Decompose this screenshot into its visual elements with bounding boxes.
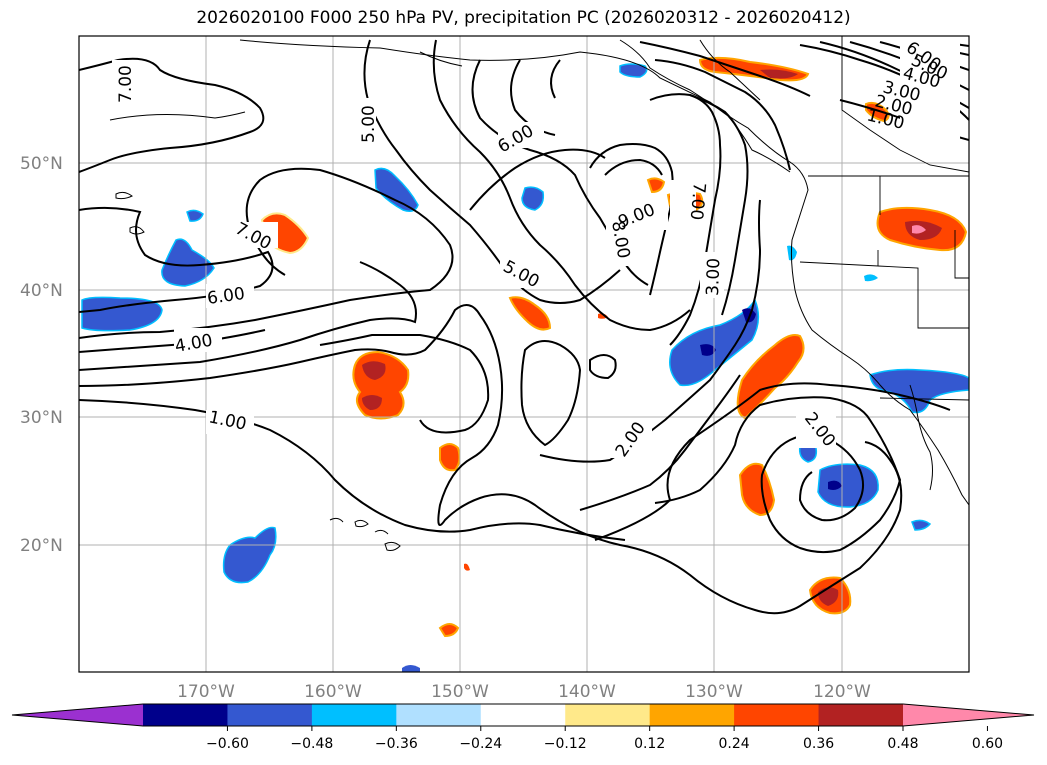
colorbar-segment — [649, 704, 735, 726]
colorbar-tick-label: 0.24 — [719, 736, 750, 752]
colorbar-segment — [143, 704, 228, 726]
precip-positive-area — [646, 177, 666, 194]
colorbar-segment — [311, 704, 397, 726]
precip-positive-area — [439, 443, 461, 472]
colorbar-extension-max — [903, 704, 1034, 726]
colorbar: −0.60 −0.48 −0.36 −0.24 −0.12 0.12 0.24 0.36 0.4… — [11, 703, 1035, 752]
colorbar-segment — [396, 704, 482, 726]
colorbar-segment — [227, 704, 313, 726]
precip-negative-area — [828, 480, 842, 490]
precip-positive-area — [736, 334, 805, 420]
precip-negative-area — [402, 665, 420, 672]
colorbar-extension-min — [12, 704, 143, 726]
colorbar-tick-label: 0.12 — [634, 736, 665, 752]
precip-positive-area — [352, 350, 410, 420]
precip-negative-area — [161, 238, 215, 287]
precip-positive-area — [438, 623, 460, 638]
precip-negative-area — [864, 274, 878, 282]
precip-negative-area — [911, 519, 932, 531]
precip-negative-area — [521, 186, 545, 211]
contour-label: 7.00 — [116, 65, 136, 103]
colorbar-tick-label: −0.12 — [544, 736, 587, 752]
longitude-axis: 170°W 160°W 150°W 140°W 130°W 120°W — [177, 682, 871, 702]
colorbar-tick-label: 0.48 — [887, 736, 918, 752]
lat-label: 20°N — [20, 536, 63, 556]
colorbar-tick-label: 0.60 — [972, 736, 1003, 752]
precip-positive-area — [912, 225, 926, 234]
precip-positive-area — [362, 395, 382, 410]
precip-positive-area — [362, 361, 386, 380]
precip-positive-area — [865, 101, 890, 123]
contour-label-backgrounds — [112, 40, 960, 458]
colorbar-tick-label: −0.48 — [290, 736, 333, 752]
lon-label: 140°W — [558, 682, 616, 702]
colorbar-segment — [480, 704, 566, 726]
precip-negative-area — [619, 63, 648, 78]
lat-label: 30°N — [20, 408, 63, 428]
colorbar-outline — [11, 703, 1035, 727]
contour-label: 5.00 — [359, 105, 379, 143]
lat-label: 40°N — [20, 281, 63, 301]
lon-label: 160°W — [304, 682, 362, 702]
lon-label: 150°W — [431, 682, 489, 702]
precip-negative-area — [700, 344, 716, 356]
colorbar-segment — [734, 704, 820, 726]
precip-negative-area — [222, 526, 277, 584]
map-frame — [78, 35, 970, 673]
colorbar-tick-label: −0.60 — [206, 736, 249, 752]
latitude-axis: 50°N 40°N 30°N 20°N — [20, 154, 63, 556]
precip-negative-area — [81, 296, 163, 332]
lon-label: 120°W — [813, 682, 871, 702]
precip-negative-area — [787, 245, 797, 261]
contour-label: 7.00 — [686, 182, 709, 221]
contour-label: 3.00 — [703, 258, 724, 297]
lat-label: 50°N — [20, 154, 63, 174]
precip-positive-area — [738, 462, 776, 517]
lon-label: 130°W — [685, 682, 743, 702]
colorbar-segment — [818, 704, 904, 726]
precip-negative-area — [186, 209, 204, 222]
precip-positive-area — [508, 296, 552, 331]
lon-label: 170°W — [177, 682, 235, 702]
precip-negative-area — [374, 167, 419, 212]
precip-positive-area — [760, 69, 798, 79]
colorbar-tick-label: −0.24 — [459, 736, 502, 752]
colorbar-tick-label: 0.36 — [803, 736, 834, 752]
colorbar-tick-label: −0.36 — [375, 736, 418, 752]
borders — [799, 36, 969, 401]
map-title: 2026020100 F000 250 hPa PV, precipitatio… — [196, 8, 851, 28]
colorbar-segment — [565, 704, 651, 726]
precip-negative-area — [817, 463, 879, 508]
precip-positive-area — [464, 563, 470, 571]
